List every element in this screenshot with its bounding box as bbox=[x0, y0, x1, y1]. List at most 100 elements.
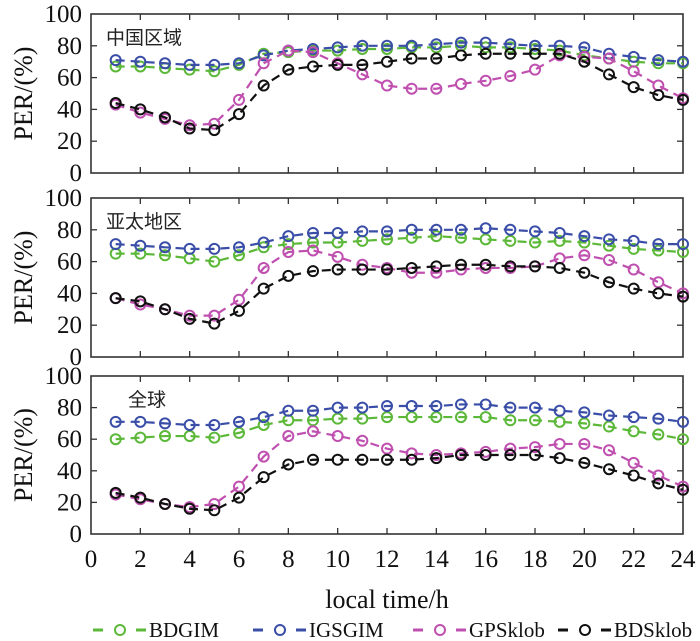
data-point bbox=[381, 79, 393, 92]
data-point bbox=[529, 236, 541, 249]
data-point bbox=[405, 231, 418, 244]
data-point bbox=[307, 265, 319, 278]
data-point bbox=[529, 47, 541, 60]
data-point bbox=[504, 70, 517, 83]
series-gpsklob bbox=[109, 44, 689, 132]
data-point bbox=[233, 304, 245, 317]
data-point bbox=[159, 241, 171, 254]
data-point bbox=[603, 409, 615, 422]
data-point bbox=[578, 236, 591, 249]
data-point bbox=[208, 431, 221, 444]
data-point bbox=[381, 233, 393, 246]
y-tick-label: 40 bbox=[57, 280, 82, 307]
data-point bbox=[504, 414, 517, 427]
data-point bbox=[529, 260, 541, 273]
x-tick-label: 18 bbox=[523, 546, 548, 573]
data-point bbox=[159, 57, 171, 70]
data-point bbox=[381, 55, 393, 68]
y-tick-label: 20 bbox=[57, 128, 82, 155]
legend-marker bbox=[579, 624, 591, 636]
data-point bbox=[282, 63, 295, 76]
y-tick-label: 40 bbox=[57, 96, 82, 123]
data-point bbox=[381, 400, 393, 413]
data-point bbox=[578, 437, 591, 450]
data-point bbox=[208, 65, 221, 78]
legend: BDGIM IGSGIM GPSklob BDSklob bbox=[93, 618, 692, 641]
y-tick-label: 0 bbox=[70, 160, 83, 187]
data-point bbox=[455, 449, 467, 461]
data-point bbox=[356, 453, 369, 466]
data-point bbox=[603, 420, 615, 433]
data-point bbox=[109, 433, 122, 446]
x-tick-label: 24 bbox=[671, 546, 697, 573]
data-point bbox=[356, 225, 369, 238]
data-point bbox=[430, 411, 443, 424]
data-point bbox=[677, 290, 689, 303]
legend-item-gpsklob: GPSklob bbox=[413, 618, 545, 641]
series-gpsklob bbox=[109, 425, 689, 514]
data-point bbox=[430, 230, 443, 243]
data-point bbox=[553, 261, 566, 274]
data-point bbox=[307, 244, 319, 257]
x-tick-label: 22 bbox=[621, 546, 646, 573]
data-point bbox=[109, 238, 122, 251]
data-point bbox=[282, 458, 295, 471]
data-point bbox=[159, 417, 171, 430]
x-tick-label: 0 bbox=[85, 546, 98, 573]
data-point bbox=[109, 486, 122, 499]
data-point bbox=[208, 117, 221, 130]
data-point bbox=[553, 437, 566, 450]
data-point bbox=[603, 239, 615, 252]
data-point bbox=[603, 68, 615, 81]
series-gpsklob bbox=[109, 244, 689, 322]
data-point bbox=[331, 226, 344, 239]
data-point bbox=[504, 449, 517, 461]
data-point bbox=[134, 247, 147, 260]
data-point bbox=[381, 263, 393, 276]
data-point bbox=[381, 442, 393, 455]
y-tick-label: 20 bbox=[57, 489, 82, 516]
data-point bbox=[578, 55, 591, 68]
data-point bbox=[627, 263, 640, 276]
data-point bbox=[652, 428, 665, 441]
data-point bbox=[208, 497, 221, 510]
y-tick-label: 40 bbox=[57, 458, 82, 485]
data-point bbox=[233, 426, 245, 439]
series-line bbox=[115, 453, 684, 512]
data-point bbox=[282, 238, 295, 251]
data-point bbox=[677, 93, 689, 106]
data-point bbox=[134, 431, 147, 444]
data-point bbox=[504, 401, 517, 414]
x-tick-label: 14 bbox=[424, 546, 450, 573]
data-point bbox=[627, 50, 640, 63]
data-point bbox=[257, 411, 270, 424]
data-point bbox=[627, 65, 640, 78]
series-line bbox=[115, 249, 684, 317]
data-point bbox=[529, 63, 541, 76]
y-tick-label: 60 bbox=[57, 426, 82, 453]
legend-label: GPSklob bbox=[469, 618, 545, 641]
data-point bbox=[430, 266, 443, 279]
data-point bbox=[208, 309, 221, 322]
data-point bbox=[578, 456, 591, 469]
data-point bbox=[578, 406, 591, 419]
data-point bbox=[109, 415, 122, 428]
data-point bbox=[134, 415, 147, 428]
data-point bbox=[233, 57, 245, 70]
data-point bbox=[652, 89, 665, 102]
series-bdgim bbox=[109, 230, 689, 268]
data-point bbox=[627, 411, 640, 424]
data-point bbox=[257, 261, 270, 274]
data-point bbox=[282, 246, 295, 259]
data-point bbox=[405, 453, 418, 466]
data-point bbox=[109, 60, 122, 73]
data-point bbox=[652, 276, 665, 289]
data-point bbox=[504, 260, 517, 273]
data-point bbox=[405, 411, 418, 424]
data-point bbox=[479, 398, 492, 411]
data-point bbox=[578, 249, 591, 262]
data-point bbox=[405, 39, 418, 52]
data-point bbox=[134, 60, 147, 73]
data-point bbox=[479, 449, 492, 461]
